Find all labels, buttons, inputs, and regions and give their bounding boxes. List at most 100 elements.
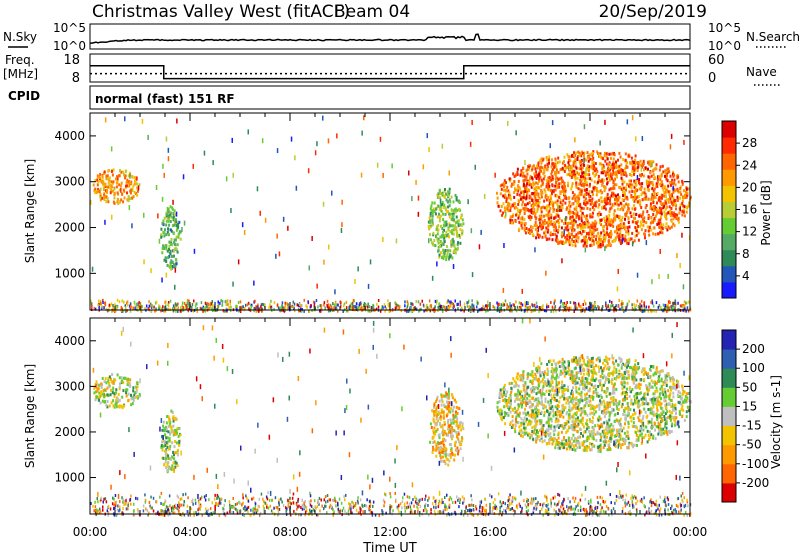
echo-cell bbox=[667, 167, 670, 171]
noise-cell bbox=[238, 309, 240, 313]
noise-cell bbox=[369, 306, 372, 309]
echo-cell bbox=[644, 206, 647, 210]
echo-cell bbox=[594, 186, 597, 189]
echo-cell bbox=[580, 192, 583, 196]
echo-cell bbox=[456, 234, 459, 238]
echo-cell bbox=[603, 154, 606, 158]
echo-cell bbox=[632, 402, 635, 406]
noise-cell bbox=[183, 301, 186, 305]
echo-cell bbox=[605, 177, 608, 181]
echo-cell bbox=[170, 267, 173, 271]
echo-cell bbox=[430, 426, 433, 429]
echo-cell bbox=[98, 190, 101, 194]
noise-cell bbox=[684, 304, 686, 308]
echo-cell bbox=[629, 161, 631, 165]
echo-cell bbox=[640, 370, 643, 374]
noise-cell bbox=[129, 309, 132, 313]
echo-cell bbox=[453, 419, 456, 423]
echo-cell bbox=[483, 193, 486, 199]
noise-cell bbox=[182, 306, 184, 309]
echo-cell bbox=[509, 206, 512, 210]
echo-cell bbox=[537, 390, 540, 394]
echo-cell bbox=[615, 166, 618, 170]
noise-cell bbox=[468, 299, 470, 303]
echo-cell bbox=[575, 181, 578, 185]
echo-cell bbox=[451, 209, 454, 212]
echo-cell bbox=[451, 425, 453, 429]
echo-cell bbox=[450, 447, 453, 451]
echo-cell bbox=[519, 211, 521, 215]
noise-cell bbox=[280, 305, 282, 309]
echo-cell bbox=[658, 175, 661, 179]
noise-cell bbox=[100, 302, 102, 306]
echo-cell bbox=[686, 191, 689, 195]
echo-cell bbox=[135, 182, 138, 186]
noise-cell bbox=[621, 302, 623, 306]
echo-cell bbox=[636, 175, 639, 180]
echo-cell bbox=[622, 194, 624, 197]
echo-cell bbox=[660, 228, 663, 232]
echo-cell bbox=[652, 436, 655, 440]
echo-cell bbox=[130, 393, 132, 397]
echo-cell bbox=[322, 115, 324, 121]
echo-cell bbox=[624, 167, 626, 171]
echo-cell bbox=[631, 241, 634, 247]
echo-cell bbox=[569, 204, 572, 208]
echo-cell bbox=[670, 133, 673, 139]
echo-cell bbox=[168, 240, 171, 244]
echo-cell bbox=[100, 382, 103, 386]
noise-cell bbox=[155, 307, 157, 311]
echo-cell bbox=[575, 215, 578, 219]
noise-cell bbox=[683, 309, 686, 313]
echo-cell bbox=[123, 196, 126, 200]
echo-cell bbox=[561, 206, 564, 210]
echo-cell bbox=[592, 163, 595, 167]
noise-cell bbox=[337, 309, 339, 313]
echo-cell bbox=[164, 452, 167, 456]
noise-cell bbox=[507, 305, 510, 309]
echo-cell bbox=[515, 173, 518, 177]
echo-cell bbox=[461, 231, 464, 235]
y-tick-label: 4000 bbox=[54, 129, 85, 143]
echo-cell bbox=[575, 195, 578, 199]
echo-cell bbox=[546, 162, 549, 166]
echo-cell bbox=[523, 212, 526, 215]
echo-cell bbox=[564, 236, 567, 240]
echo-cell bbox=[559, 201, 562, 205]
echo-cell bbox=[591, 436, 594, 440]
echo-cell bbox=[150, 268, 152, 274]
echo-cell bbox=[534, 174, 537, 178]
echo-cell bbox=[616, 286, 619, 292]
echo-cell bbox=[114, 177, 117, 181]
freq-tick-bottom: 8 bbox=[72, 71, 80, 86]
noise-cell bbox=[498, 302, 500, 306]
echo-cell bbox=[689, 195, 692, 199]
echo-cell bbox=[458, 425, 461, 429]
echo-cell bbox=[570, 176, 573, 179]
echo-cell bbox=[612, 373, 615, 377]
noise-cell bbox=[350, 302, 352, 306]
echo-cell bbox=[433, 440, 436, 444]
echo-cell bbox=[529, 400, 532, 404]
echo-cell bbox=[577, 150, 580, 154]
echo-cell bbox=[567, 196, 570, 200]
echo-cell bbox=[594, 162, 597, 165]
echo-cell bbox=[547, 158, 550, 162]
echo-cell bbox=[103, 198, 106, 201]
echo-cell bbox=[581, 239, 584, 243]
echo-cell bbox=[532, 192, 535, 195]
echo-cell bbox=[446, 234, 449, 237]
echo-cell bbox=[203, 150, 206, 156]
echo-cell bbox=[543, 231, 546, 235]
echo-cell bbox=[605, 155, 608, 159]
echo-cell bbox=[617, 158, 619, 162]
echo-cell bbox=[444, 192, 447, 196]
noise-cell bbox=[370, 309, 373, 313]
echo-cell bbox=[449, 430, 452, 434]
echo-cell bbox=[502, 181, 505, 185]
noise-cell bbox=[406, 305, 409, 309]
echo-cell bbox=[632, 161, 635, 164]
echo-cell bbox=[438, 448, 440, 452]
echo-cell bbox=[163, 247, 166, 250]
colorbar-tick-label: 24 bbox=[742, 158, 757, 172]
